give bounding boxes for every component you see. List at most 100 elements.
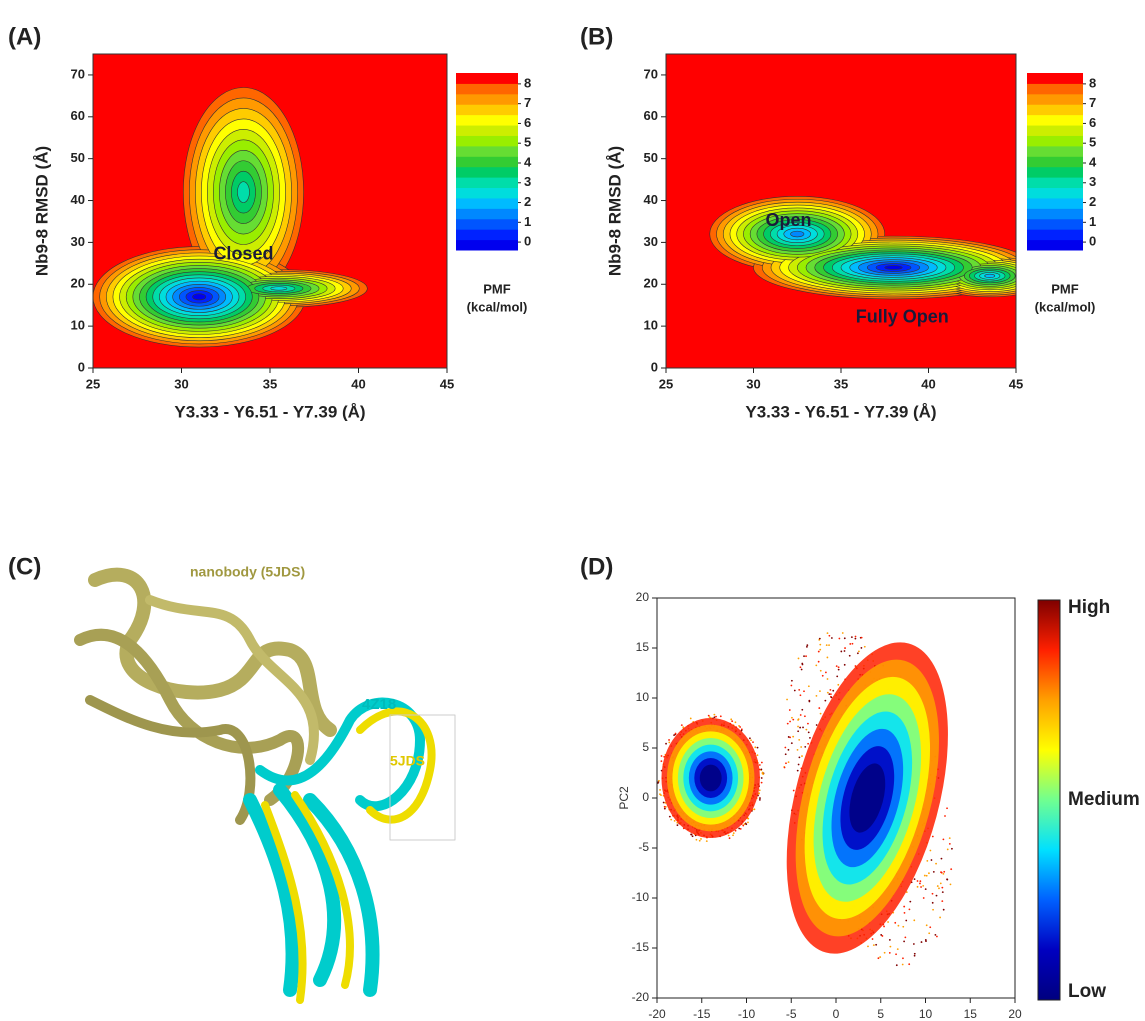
speckle <box>888 939 891 941</box>
speckle <box>883 951 886 954</box>
x-tick-label: 15 <box>964 1007 978 1021</box>
speckle <box>747 821 749 824</box>
speckle <box>756 746 759 749</box>
colorbar-band <box>456 177 518 189</box>
colorbar-band <box>456 83 518 95</box>
colorbar-label: (kcal/mol) <box>1035 299 1096 314</box>
density-level <box>699 764 722 792</box>
colorbar-band <box>1027 135 1083 147</box>
y-tick-label: -20 <box>632 990 650 1004</box>
speckle <box>785 762 787 765</box>
speckle <box>904 936 907 939</box>
x-tick-label: 45 <box>1009 376 1023 391</box>
speckle <box>732 834 734 837</box>
speckle <box>660 755 663 757</box>
speckle <box>888 951 891 954</box>
colorbar-band <box>1027 218 1083 230</box>
speckle <box>949 883 952 886</box>
ribbon <box>145 595 320 765</box>
speckle <box>739 827 742 830</box>
contour-level <box>192 293 207 301</box>
x-tick-label: 40 <box>351 376 365 391</box>
speckle <box>797 719 799 721</box>
speckle <box>682 726 685 729</box>
speckle <box>807 722 809 725</box>
speckle <box>698 839 701 842</box>
speckle <box>806 644 809 647</box>
speckle <box>830 637 833 639</box>
colorbar-band <box>456 156 518 168</box>
colorbar-band <box>1027 73 1083 84</box>
speckle <box>673 819 676 822</box>
speckle <box>840 650 843 653</box>
y-tick-label: 0 <box>642 790 649 804</box>
speckle <box>792 735 795 738</box>
speckle <box>930 859 933 861</box>
speckle <box>815 664 818 667</box>
speckle <box>941 886 944 889</box>
speckle <box>805 728 808 731</box>
speckle <box>798 689 801 691</box>
y-tick-label: 50 <box>644 150 658 165</box>
speckle <box>916 880 919 882</box>
speckle <box>734 829 737 832</box>
speckle <box>903 940 906 943</box>
colorbar-band <box>456 145 518 157</box>
speckle <box>784 746 787 749</box>
x-tick-label: 40 <box>921 376 935 391</box>
y-tick-label: 70 <box>644 66 658 81</box>
speckle <box>941 900 944 903</box>
speckle <box>925 940 927 942</box>
speckle <box>806 645 808 648</box>
colorbar-band <box>456 239 518 251</box>
colorbar-band <box>1027 229 1083 241</box>
speckle <box>803 690 805 693</box>
colorbar-band <box>1027 208 1083 220</box>
colorbar-tick-label: 4 <box>1089 154 1097 169</box>
speckle <box>789 720 791 723</box>
x-tick-label: 45 <box>440 376 454 391</box>
speckle <box>901 963 904 966</box>
speckle <box>759 797 761 799</box>
speckle <box>658 779 660 782</box>
speckle <box>819 712 822 715</box>
speckle <box>837 668 840 671</box>
speckle <box>738 725 740 727</box>
speckle <box>830 696 833 699</box>
annotation: Fully Open <box>856 307 949 327</box>
speckle <box>856 652 859 655</box>
colorbar-band <box>1027 177 1083 189</box>
speckle <box>903 911 906 914</box>
speckle <box>948 837 951 840</box>
colorbar-band <box>1027 166 1083 178</box>
speckle <box>662 801 665 804</box>
speckle <box>913 919 916 922</box>
speckle <box>787 748 790 751</box>
y-tick-label: 70 <box>71 66 85 81</box>
speckle <box>902 925 905 928</box>
speckle <box>942 908 945 911</box>
panel-label: (D) <box>580 553 613 580</box>
speckle <box>807 742 810 745</box>
speckle <box>824 671 827 674</box>
speckle <box>800 746 803 748</box>
speckle <box>743 823 746 825</box>
speckle <box>929 926 932 929</box>
speckle <box>850 636 853 639</box>
speckle <box>799 726 802 729</box>
speckle <box>680 724 683 727</box>
protein-structure <box>74 567 456 1004</box>
speckle <box>942 838 945 841</box>
speckle <box>758 789 761 792</box>
colorbar-tick-label: 6 <box>1089 115 1096 130</box>
speckle <box>913 952 916 955</box>
speckle <box>819 643 822 646</box>
speckle <box>916 885 919 888</box>
speckle <box>912 943 915 945</box>
colorbar-label: PMF <box>1051 281 1079 296</box>
speckle <box>843 663 846 666</box>
speckle <box>896 948 899 951</box>
speckle <box>872 944 875 946</box>
speckle <box>951 847 953 850</box>
colorbar-tick-label: 4 <box>524 154 532 169</box>
